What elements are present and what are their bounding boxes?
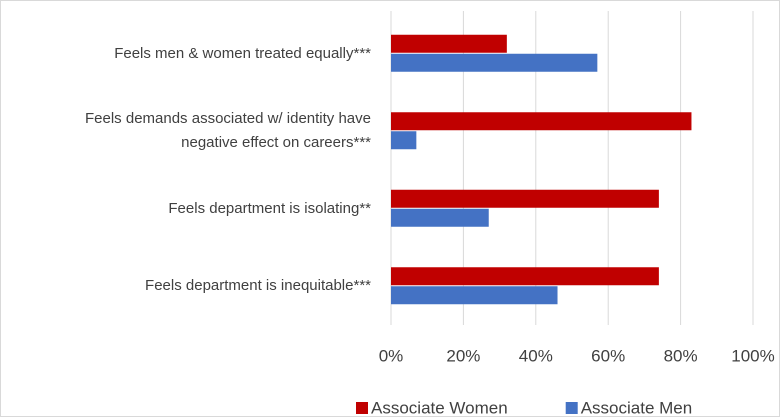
bar bbox=[391, 112, 692, 131]
bar bbox=[391, 286, 558, 305]
category-label: Feels department is inequitable*** bbox=[145, 277, 371, 295]
bar bbox=[391, 53, 598, 72]
bar bbox=[391, 34, 507, 53]
x-tick-label: 0% bbox=[379, 346, 404, 365]
legend-label: Associate Men bbox=[581, 398, 693, 417]
x-tick-label: 80% bbox=[664, 346, 698, 365]
category-label: Feels department is isolating** bbox=[168, 199, 371, 217]
bar bbox=[391, 131, 417, 150]
x-tick-label: 60% bbox=[591, 346, 625, 365]
legend-label: Associate Women bbox=[371, 398, 508, 417]
bar bbox=[391, 208, 489, 227]
legend-swatch bbox=[356, 402, 368, 414]
legend-swatch bbox=[565, 402, 578, 414]
category-label: Feels demands associated w/ identity hav… bbox=[85, 110, 371, 152]
category-label: Feels men & women treated equally*** bbox=[114, 44, 371, 62]
x-tick-label: 40% bbox=[519, 346, 553, 365]
x-tick-label: 20% bbox=[446, 346, 480, 365]
bar bbox=[391, 267, 659, 286]
x-tick-label: 100% bbox=[731, 346, 774, 365]
bar bbox=[391, 189, 659, 208]
